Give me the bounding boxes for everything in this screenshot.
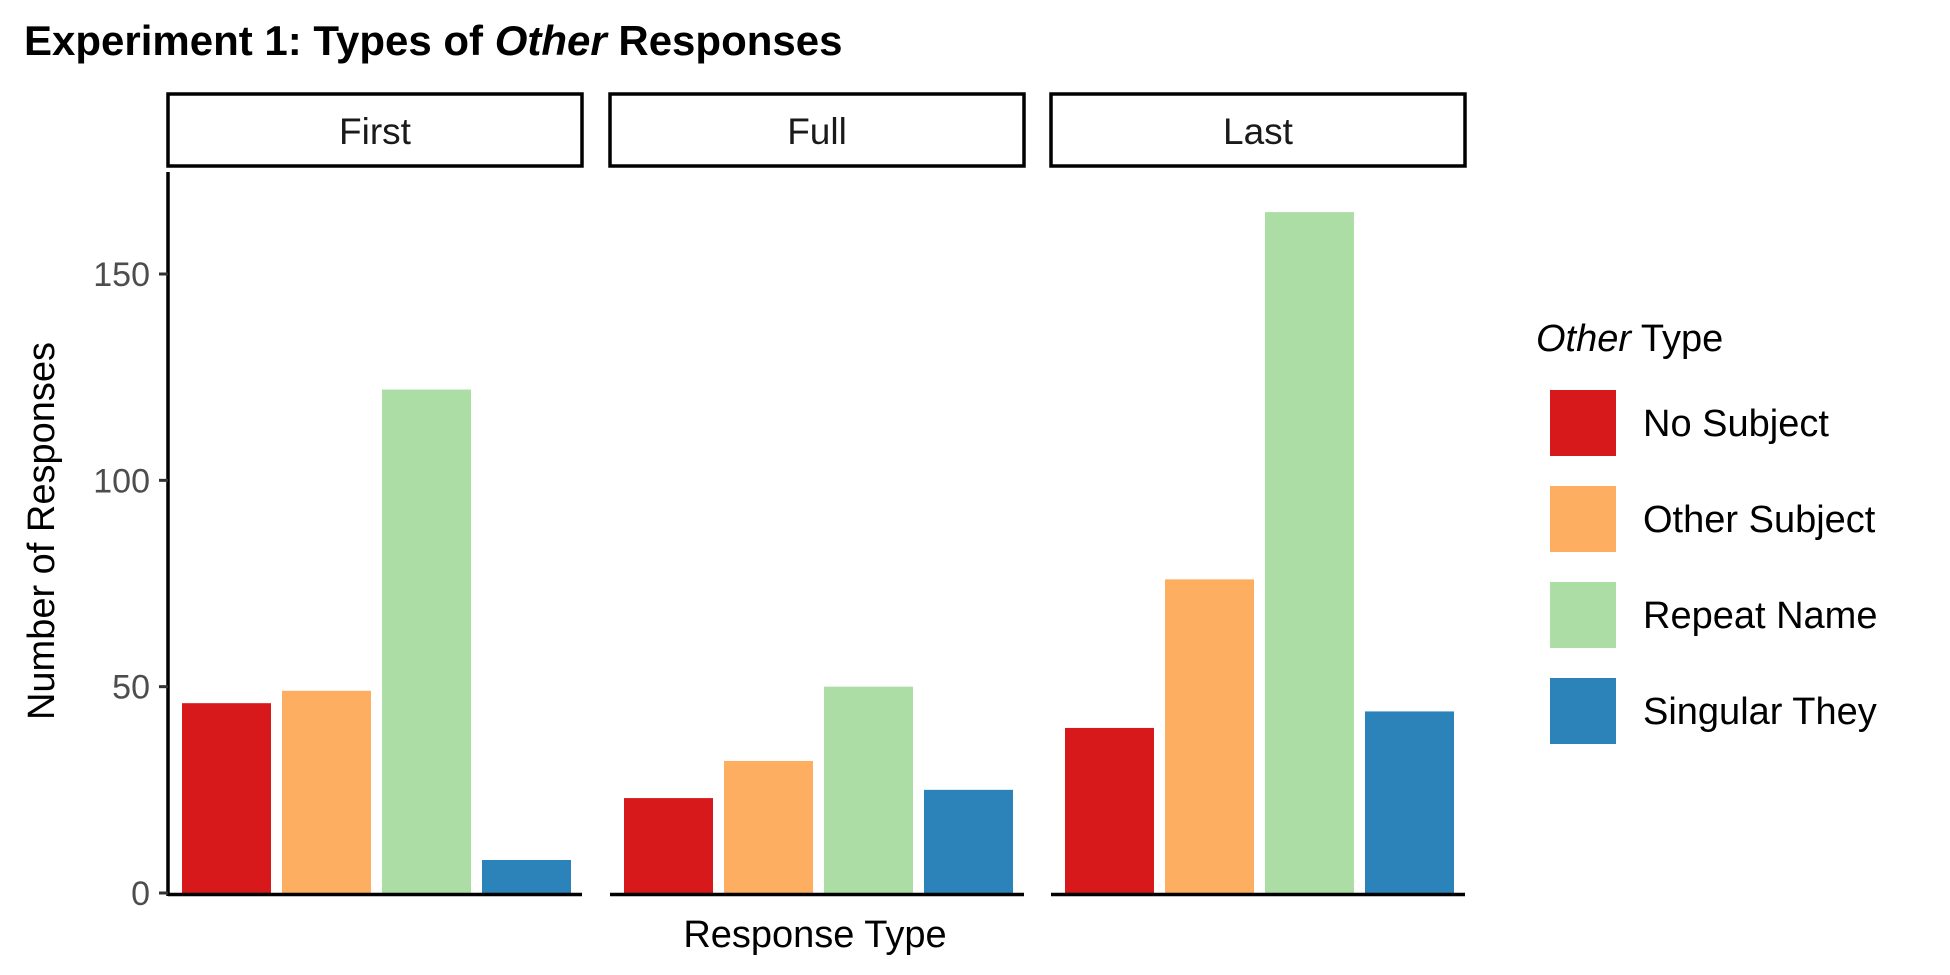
y-axis-label: Number of Responses <box>21 342 63 720</box>
bar-full-repeat-name <box>824 686 913 893</box>
legend-label: No Subject <box>1643 403 1829 445</box>
bar-first-other-subject <box>282 690 371 893</box>
legend: Other Type No Subject Other Subject Repeat… <box>1536 318 1877 744</box>
facet-panel-full: Full <box>608 92 1026 897</box>
legend-title-suffix: Type <box>1631 318 1723 360</box>
facet-strip-label: First <box>339 111 412 152</box>
facet-strip <box>1049 92 1467 168</box>
bar-first-no-subject <box>182 703 271 893</box>
legend-label: Singular They <box>1643 691 1877 733</box>
facet-strip-label: Last <box>1223 111 1294 152</box>
legend-swatch-other-subject <box>1550 486 1616 552</box>
legend-swatch-singular-they <box>1550 678 1616 744</box>
chart-title-prefix: Experiment 1: Types of <box>24 17 495 64</box>
bar-first-repeat-name <box>382 389 471 893</box>
bar-first-singular-they <box>482 859 571 893</box>
facet-panel-last: Last <box>1049 92 1467 897</box>
y-tick-label: 150 <box>93 256 150 294</box>
legend-title: Other Type <box>1536 318 1723 360</box>
facet-strip <box>166 92 584 168</box>
facet-strip-label: Full <box>787 111 847 152</box>
bar-full-other-subject <box>724 760 813 893</box>
chart-title-italic: Other <box>495 17 610 64</box>
legend-swatch-repeat-name <box>1550 582 1616 648</box>
y-tick-label: 0 <box>131 875 150 913</box>
bar-full-no-subject <box>624 798 713 893</box>
legend-label: Other Subject <box>1643 499 1876 541</box>
y-axis: 0 50 100 150 <box>93 172 170 913</box>
bar-last-repeat-name <box>1265 212 1354 894</box>
bar-last-other-subject <box>1165 579 1254 893</box>
facet-strip <box>608 92 1026 168</box>
y-tick-label: 50 <box>112 669 150 707</box>
facet-panels: First Full Last <box>166 92 1467 897</box>
legend-label: Repeat Name <box>1643 595 1877 637</box>
bar-last-no-subject <box>1065 727 1154 893</box>
x-axis-label: Response Type <box>683 914 946 956</box>
legend-title-italic: Other <box>1536 318 1632 360</box>
chart-title-suffix: Responses <box>607 17 843 64</box>
bar-full-singular-they <box>924 789 1013 893</box>
legend-swatch-no-subject <box>1550 390 1616 456</box>
facet-panel-first: First <box>166 92 584 897</box>
bar-last-singular-they <box>1365 711 1454 893</box>
y-tick-label: 100 <box>93 462 150 500</box>
chart-title: Experiment 1: Types of Other Responses <box>24 17 842 64</box>
